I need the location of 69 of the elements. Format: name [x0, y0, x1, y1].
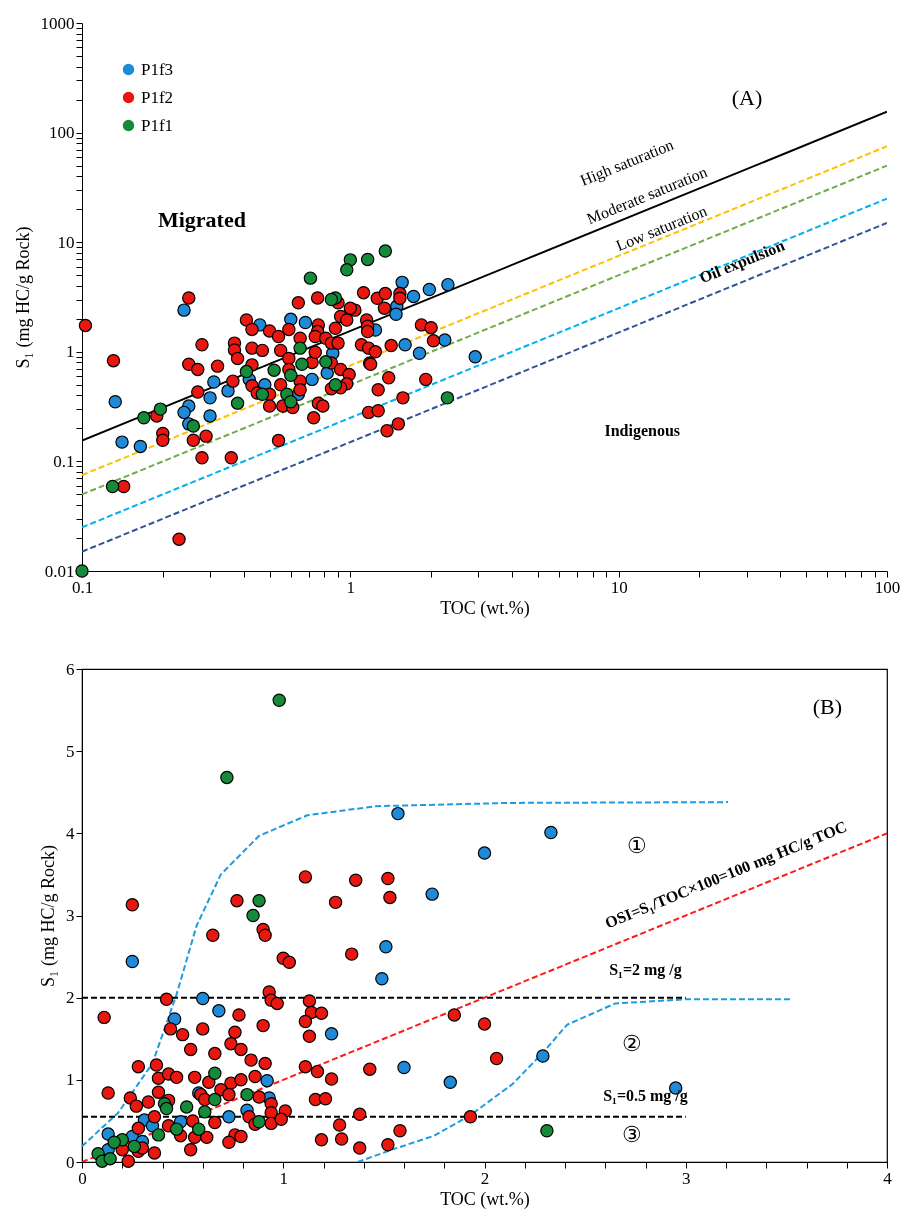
- point: [179, 1100, 194, 1114]
- point: [208, 1092, 222, 1107]
- y-tick-label: 5: [66, 741, 75, 761]
- point: [544, 825, 558, 840]
- annotation: S₁=2 mg /g: [609, 960, 682, 979]
- point: [324, 1027, 339, 1041]
- point: [246, 908, 260, 923]
- x-tick-label: 2: [480, 1168, 490, 1188]
- point: [425, 887, 439, 901]
- point: [159, 1101, 174, 1116]
- legend-label: P1f2: [141, 87, 174, 107]
- point: [222, 1110, 236, 1124]
- point: [379, 940, 393, 954]
- x-tick-label: 1: [346, 577, 356, 597]
- point: [169, 1122, 184, 1136]
- y-tick-label: 1: [66, 1070, 75, 1090]
- point: [107, 1135, 121, 1149]
- x-axis-title: TOC (wt.%): [440, 597, 530, 619]
- point: [208, 1066, 222, 1080]
- x-tick-label: 3: [682, 1168, 691, 1188]
- point: [151, 1128, 166, 1142]
- point: [443, 1075, 458, 1090]
- y-tick-label: 3: [66, 906, 75, 925]
- point: [252, 1115, 266, 1129]
- point: [391, 806, 405, 821]
- annotation: ①: [627, 833, 648, 859]
- point: [103, 1152, 117, 1166]
- x-axis-title: TOC (wt.%): [440, 1188, 530, 1210]
- y-tick-label: 10: [57, 232, 75, 252]
- y-axis-title: S₁ (mg HC/g Rock): [12, 226, 34, 369]
- y-tick-label: 1000: [40, 13, 75, 33]
- point: [397, 1060, 411, 1075]
- point: [536, 1049, 550, 1063]
- point: [125, 954, 140, 969]
- point: [252, 894, 266, 908]
- y-tick-label: 4: [66, 823, 75, 843]
- point: [212, 1004, 226, 1018]
- point: [198, 1105, 212, 1119]
- point: [260, 1073, 274, 1088]
- point: [375, 972, 389, 986]
- point: [540, 1124, 554, 1138]
- x-tick-label: 1: [279, 1168, 288, 1188]
- point: [240, 1087, 254, 1102]
- legend-label: P1f3: [141, 59, 174, 79]
- point: [196, 991, 210, 1006]
- point: [127, 1139, 142, 1154]
- y-axis-title: S₁ (mg HC/g Rock): [38, 845, 59, 987]
- x-tick-label: 4: [883, 1168, 893, 1188]
- point: [192, 1122, 206, 1136]
- annotation: (B): [812, 693, 843, 719]
- annotation: S₁=0.5 mg /g: [603, 1087, 688, 1106]
- y-tick-label: 1: [66, 342, 75, 362]
- annotation: (A): [731, 84, 763, 110]
- annotation: Migrated: [157, 207, 246, 233]
- y-tick-label: 6: [66, 659, 75, 679]
- y-tick-label: 2: [66, 988, 75, 1008]
- y-tick-label: 100: [49, 123, 75, 143]
- point: [477, 846, 492, 860]
- annotation: ②: [621, 1030, 642, 1056]
- y-tick-label: 0.1: [53, 451, 75, 471]
- x-tick-label: 10: [610, 577, 628, 597]
- annotation: Indigenous: [604, 422, 681, 441]
- annotation: ③: [621, 1121, 642, 1147]
- y-tick-label: 0: [66, 1152, 75, 1172]
- y-tick-label: 0.01: [44, 561, 75, 581]
- point: [220, 770, 234, 785]
- point: [272, 693, 286, 707]
- legend-label: P1f1: [141, 115, 174, 135]
- x-tick-label: 100: [874, 577, 901, 597]
